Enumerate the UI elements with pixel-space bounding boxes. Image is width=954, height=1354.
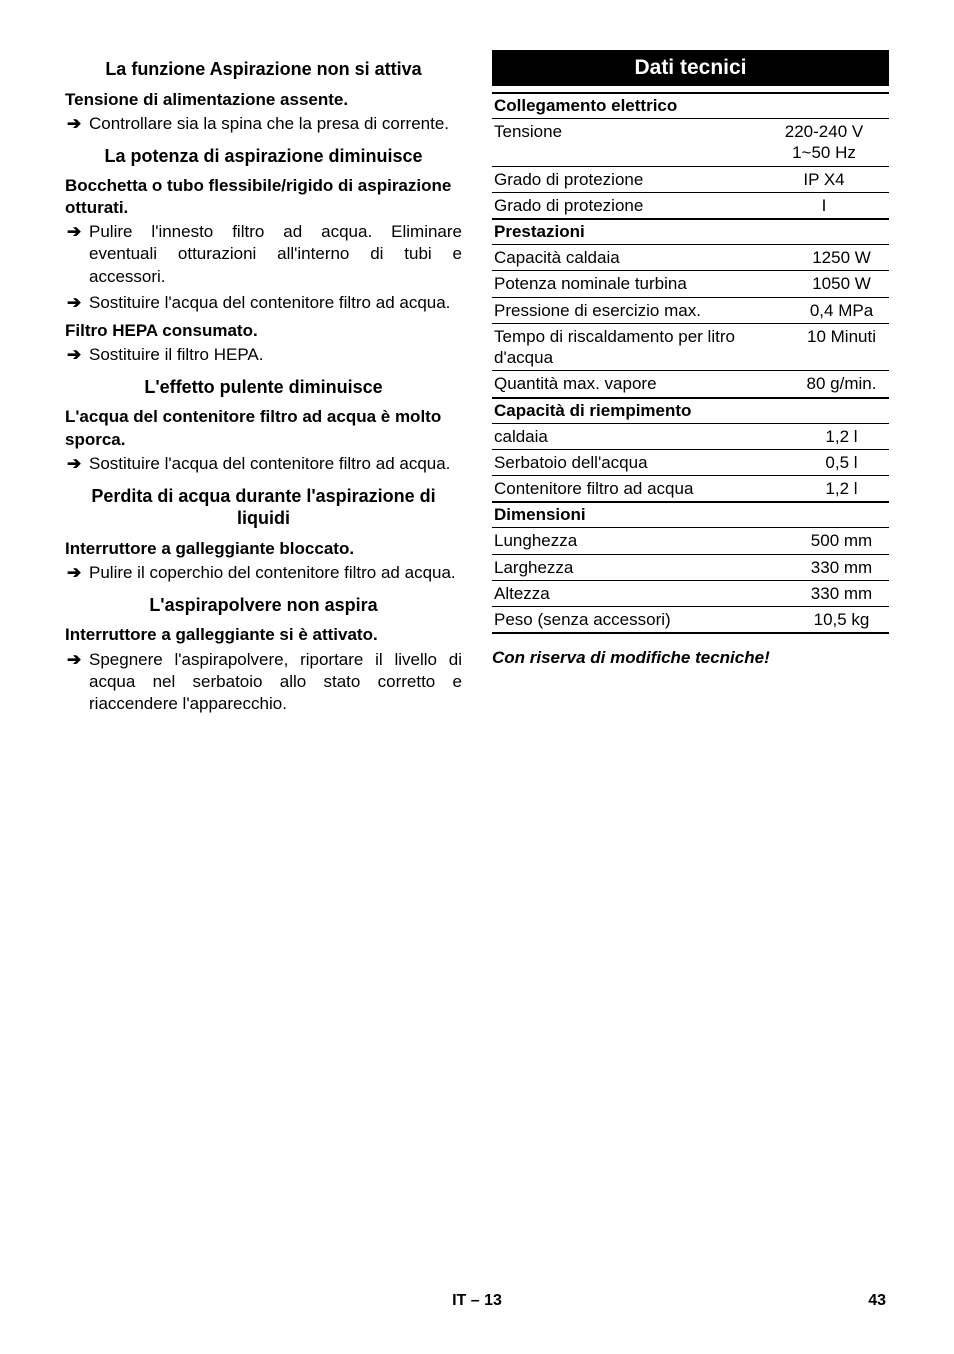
cell-label: Quantità max. vapore xyxy=(494,373,794,394)
cell-label: Pressione di esercizio max. xyxy=(494,300,794,321)
cell-label: Tempo di riscaldamento per litro d'acqua xyxy=(494,326,794,369)
issue-text: Bocchetta o tubo flessibile/rigido di as… xyxy=(65,175,462,219)
cell-label: Tensione xyxy=(494,121,759,164)
table-row: Tensione 220-240 V 1~50 Hz xyxy=(492,119,889,167)
left-column: La funzione Aspirazione non si attiva Te… xyxy=(65,50,462,717)
bullet-text: Pulire l'innesto filtro ad acqua. Elimin… xyxy=(89,221,462,287)
cell-label: Capacità caldaia xyxy=(494,247,794,268)
bullet-text: Spegnere l'aspirapolvere, riportare il l… xyxy=(89,649,462,715)
issue-text: Filtro HEPA consumato. xyxy=(65,320,462,342)
section-heading: Perdita di acqua durante l'aspirazione d… xyxy=(65,485,462,530)
issue-text: Interruttore a galleggiante bloccato. xyxy=(65,538,462,560)
table-group-header: Capacità di riempimento xyxy=(492,397,889,424)
table-row: Grado di protezione I xyxy=(492,193,889,218)
bullet-item: ➔ Sostituire l'acqua del contenitore fil… xyxy=(65,453,462,475)
section-heading: La funzione Aspirazione non si attiva xyxy=(65,58,462,81)
cell-value: IP X4 xyxy=(759,169,889,190)
cell-value: 80 g/min. xyxy=(794,373,889,394)
tech-footnote: Con riserva di modifiche tecniche! xyxy=(492,648,889,668)
cell-label: Larghezza xyxy=(494,557,794,578)
section-heading: La potenza di aspirazione diminuisce xyxy=(65,145,462,168)
bullet-item: ➔ Spegnere l'aspirapolvere, riportare il… xyxy=(65,649,462,715)
arrow-icon: ➔ xyxy=(65,649,89,715)
cell-value: 1,2 l xyxy=(794,426,889,447)
arrow-icon: ➔ xyxy=(65,453,89,475)
issue-text: Tensione di alimentazione assente. xyxy=(65,89,462,111)
arrow-icon: ➔ xyxy=(65,113,89,135)
issue-text: L'acqua del contenitore filtro ad acqua … xyxy=(65,406,462,450)
arrow-icon: ➔ xyxy=(65,292,89,314)
table-row: Lunghezza 500 mm xyxy=(492,528,889,554)
cell-value: 500 mm xyxy=(794,530,889,551)
section-heading: L'effetto pulente diminuisce xyxy=(65,376,462,399)
footer-page-number: 43 xyxy=(868,1292,886,1310)
table-row: caldaia 1,2 l xyxy=(492,424,889,450)
bullet-item: ➔ Pulire l'innesto filtro ad acqua. Elim… xyxy=(65,221,462,287)
cell-value: 0,5 l xyxy=(794,452,889,473)
cell-value: 330 mm xyxy=(794,583,889,604)
footer-center: IT – 13 xyxy=(452,1292,502,1310)
table-group-header: Dimensioni xyxy=(492,501,889,528)
cell-value: 1050 W xyxy=(794,273,889,294)
arrow-icon: ➔ xyxy=(65,344,89,366)
cell-label: Contenitore filtro ad acqua xyxy=(494,478,794,499)
table-row: Grado di protezione IP X4 xyxy=(492,167,889,193)
arrow-icon: ➔ xyxy=(65,221,89,287)
table-group-header: Prestazioni xyxy=(492,218,889,245)
cell-value: 0,4 MPa xyxy=(794,300,889,321)
bullet-text: Pulire il coperchio del contenitore filt… xyxy=(89,562,462,584)
table-row: Altezza 330 mm xyxy=(492,581,889,607)
cell-label: Potenza nominale turbina xyxy=(494,273,794,294)
tech-data-title: Dati tecnici xyxy=(492,50,889,86)
bullet-text: Controllare sia la spina che la presa di… xyxy=(89,113,462,135)
right-column: Dati tecnici Collegamento elettrico Tens… xyxy=(492,50,889,717)
bullet-item: ➔ Pulire il coperchio del contenitore fi… xyxy=(65,562,462,584)
table-row: Potenza nominale turbina 1050 W xyxy=(492,271,889,297)
table-row: Peso (senza accessori) 10,5 kg xyxy=(492,607,889,634)
issue-text: Interruttore a galleggiante si è attivat… xyxy=(65,624,462,646)
cell-value: 1250 W xyxy=(794,247,889,268)
table-row: Larghezza 330 mm xyxy=(492,555,889,581)
cell-label: Grado di protezione xyxy=(494,169,759,190)
cell-value: 10 Minuti xyxy=(794,326,889,369)
cell-label: Grado di protezione xyxy=(494,195,759,216)
cell-value: 10,5 kg xyxy=(794,609,889,630)
cell-label: Peso (senza accessori) xyxy=(494,609,794,630)
bullet-item: ➔ Sostituire l'acqua del contenitore fil… xyxy=(65,292,462,314)
cell-label: Altezza xyxy=(494,583,794,604)
arrow-icon: ➔ xyxy=(65,562,89,584)
table-row: Contenitore filtro ad acqua 1,2 l xyxy=(492,476,889,501)
cell-value: I xyxy=(759,195,889,216)
cell-value: 220-240 V 1~50 Hz xyxy=(759,121,889,164)
bullet-item: ➔ Controllare sia la spina che la presa … xyxy=(65,113,462,135)
value-line: 220-240 V xyxy=(759,121,889,142)
table-row: Quantità max. vapore 80 g/min. xyxy=(492,371,889,396)
bullet-item: ➔ Sostituire il filtro HEPA. xyxy=(65,344,462,366)
cell-value: 330 mm xyxy=(794,557,889,578)
table-group-header: Collegamento elettrico xyxy=(492,92,889,119)
table-row: Serbatoio dell'acqua 0,5 l xyxy=(492,450,889,476)
section-heading: L'aspirapolvere non aspira xyxy=(65,594,462,617)
value-line: 1~50 Hz xyxy=(759,142,889,163)
table-row: Pressione di esercizio max. 0,4 MPa xyxy=(492,298,889,324)
cell-label: caldaia xyxy=(494,426,794,447)
cell-label: Lunghezza xyxy=(494,530,794,551)
cell-value: 1,2 l xyxy=(794,478,889,499)
bullet-text: Sostituire l'acqua del contenitore filtr… xyxy=(89,453,462,475)
table-row: Tempo di riscaldamento per litro d'acqua… xyxy=(492,324,889,372)
table-row: Capacità caldaia 1250 W xyxy=(492,245,889,271)
cell-label: Serbatoio dell'acqua xyxy=(494,452,794,473)
bullet-text: Sostituire l'acqua del contenitore filtr… xyxy=(89,292,462,314)
bullet-text: Sostituire il filtro HEPA. xyxy=(89,344,462,366)
page-footer: IT – 13 43 xyxy=(0,1292,954,1310)
